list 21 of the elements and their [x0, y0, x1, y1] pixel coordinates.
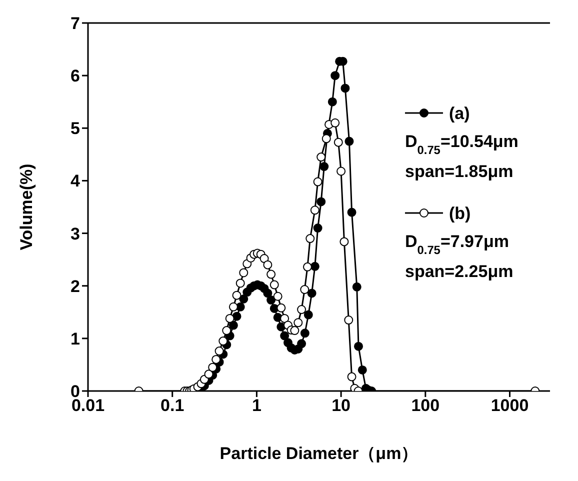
y-axis-title: Volume(%): [17, 164, 36, 250]
y-tick-label: 4: [70, 172, 81, 191]
annotation: span=1.85μm: [405, 162, 514, 181]
y-tick-label: 7: [70, 14, 80, 34]
y-tick-label: 6: [70, 66, 80, 86]
x-tick-label: 1000: [490, 396, 529, 416]
x-tick-label: 0.1: [160, 396, 184, 416]
x-tick-label: 10: [332, 396, 351, 416]
y-tick-label: 1: [70, 329, 80, 348]
y-tick-label: 3: [70, 224, 80, 244]
y-tick-label: 2: [70, 276, 80, 296]
annotation: span=2.25μm: [405, 262, 514, 281]
x-tick-label: 100: [411, 396, 440, 416]
x-axis-title: Particle Diameter（μm）: [220, 444, 418, 463]
x-tick-label: 1: [252, 396, 262, 416]
legend-label: (a): [449, 104, 470, 123]
annotation: D$_{0.75}$=10.54μm: [405, 132, 518, 157]
x-tick-label: 0.01: [71, 396, 105, 416]
legend-label: (b): [449, 204, 471, 223]
annotation: D$_{0.75}$=7.97μm: [405, 232, 509, 257]
y-tick-label: 5: [70, 119, 80, 138]
